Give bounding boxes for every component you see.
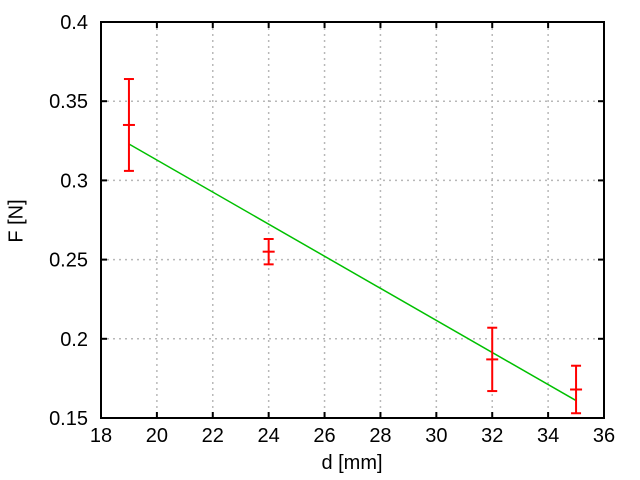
fit-line: [128, 143, 577, 402]
x-axis-title: d [mm]: [321, 452, 383, 474]
x-tick-label: 20: [146, 425, 168, 447]
x-tick-label: 30: [425, 425, 447, 447]
x-tick-label: 28: [369, 425, 391, 447]
y-tick-label: 0.25: [49, 250, 88, 272]
y-tick-label: 0.4: [60, 12, 88, 34]
plot-border: [100, 21, 605, 419]
y-tick-label: 0.15: [49, 408, 88, 430]
x-tick-label: 34: [537, 425, 559, 447]
y-axis-title: F [N]: [5, 199, 28, 243]
x-tick-label: 18: [90, 425, 112, 447]
x-tick-label: 26: [313, 425, 335, 447]
y-tick-label: 0.3: [60, 170, 88, 192]
y-tick-label: 0.2: [60, 329, 88, 351]
y-tick-label: 0.35: [49, 91, 88, 113]
x-tick-label: 32: [481, 425, 503, 447]
x-tick-label: 22: [202, 425, 224, 447]
x-tick-label: 24: [258, 425, 280, 447]
x-tick-label: 36: [593, 425, 615, 447]
